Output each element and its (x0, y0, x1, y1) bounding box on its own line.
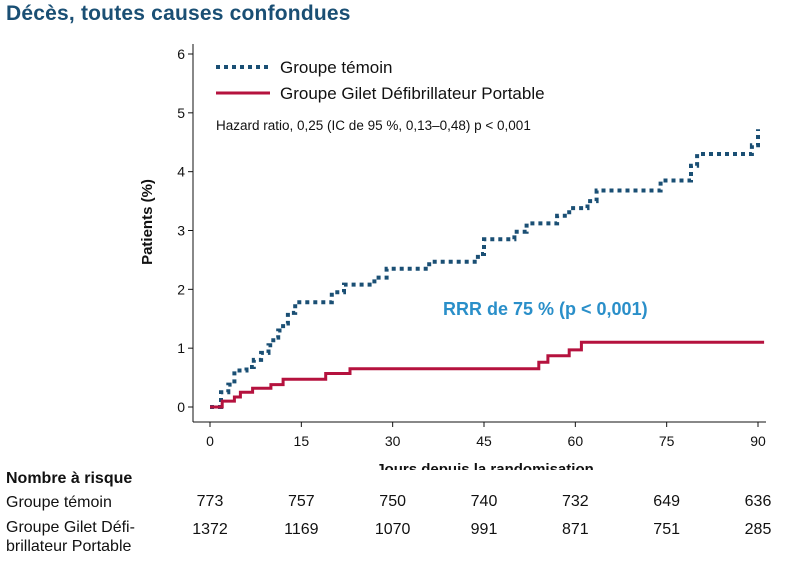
risk-value: 1169 (284, 521, 319, 538)
risk-value: 750 (379, 493, 407, 510)
hazard-ratio-annotation: Hazard ratio, 0,25 (IC de 95 %, 0,13–0,4… (216, 118, 531, 133)
risk-value: 740 (470, 493, 498, 510)
x-tick-label: 15 (294, 433, 310, 449)
y-tick-label: 1 (177, 340, 185, 356)
risk-value: 1070 (374, 521, 411, 538)
risk-value: 757 (287, 493, 315, 510)
risk-value: 751 (653, 521, 681, 538)
x-tick-label: 0 (206, 433, 214, 449)
risk-value: 285 (744, 521, 772, 538)
risk-value: 991 (470, 521, 498, 538)
risk-value: 773 (196, 493, 224, 510)
x-tick-label: 60 (568, 433, 584, 449)
x-tick-label: 75 (659, 433, 675, 449)
chart-title: Décès, toutes causes confondues (6, 2, 351, 25)
y-tick-label: 6 (177, 46, 185, 62)
risk-row-label-vest-line1: Groupe Gilet Défi- (6, 519, 135, 536)
x-tick-label: 90 (750, 433, 766, 449)
risk-value: 636 (744, 493, 772, 510)
y-tick-label: 4 (177, 164, 185, 180)
series-line-vest (210, 340, 765, 409)
risk-value: 1372 (192, 521, 228, 538)
y-tick-label: 3 (177, 223, 185, 239)
y-axis-label: Patients (%) (139, 179, 156, 265)
x-tick-label: 45 (476, 433, 492, 449)
rrr-annotation: RRR de 75 % (p < 0,001) (443, 299, 648, 319)
legend-label-control: Groupe témoin (280, 58, 392, 77)
risk-value: 871 (561, 521, 589, 538)
x-axis-label: Jours depuis la randomisation (376, 461, 594, 470)
legend: Groupe témoin Groupe Gilet Défibrillateu… (216, 58, 545, 103)
y-tick-label: 5 (177, 105, 185, 121)
y-tick-label: 0 (177, 399, 185, 415)
series-layer (210, 129, 765, 409)
risk-row-label-vest-line2: brillateur Portable (6, 538, 132, 555)
x-tick-label: 30 (385, 433, 401, 449)
legend-label-vest: Groupe Gilet Défibrillateur Portable (280, 84, 545, 103)
risk-value: 649 (653, 493, 681, 510)
risk-value: 732 (561, 493, 589, 510)
series-line-control (210, 129, 760, 409)
risk-table-header: Nombre à risque (6, 470, 133, 487)
y-tick-label: 2 (177, 281, 185, 297)
risk-row-label-control: Groupe témoin (6, 494, 112, 511)
